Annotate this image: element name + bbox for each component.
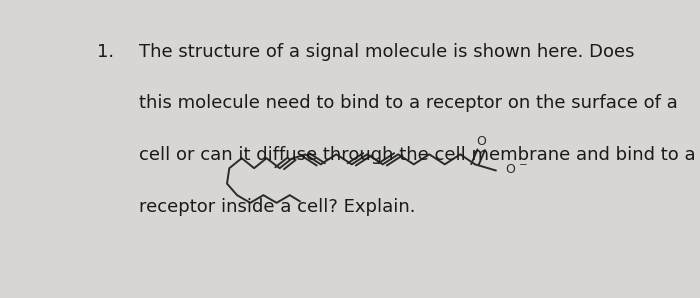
Text: 1.: 1. xyxy=(97,43,114,61)
Text: −: − xyxy=(519,160,528,170)
Text: The structure of a signal molecule is shown here. Does: The structure of a signal molecule is sh… xyxy=(139,43,634,61)
Text: cell or can it diffuse through the cell membrane and bind to a: cell or can it diffuse through the cell … xyxy=(139,146,696,164)
Text: O: O xyxy=(505,163,516,176)
Text: O: O xyxy=(476,135,486,148)
Text: this molecule need to bind to a receptor on the surface of a: this molecule need to bind to a receptor… xyxy=(139,94,678,112)
Text: receptor inside a cell? Explain.: receptor inside a cell? Explain. xyxy=(139,198,416,215)
